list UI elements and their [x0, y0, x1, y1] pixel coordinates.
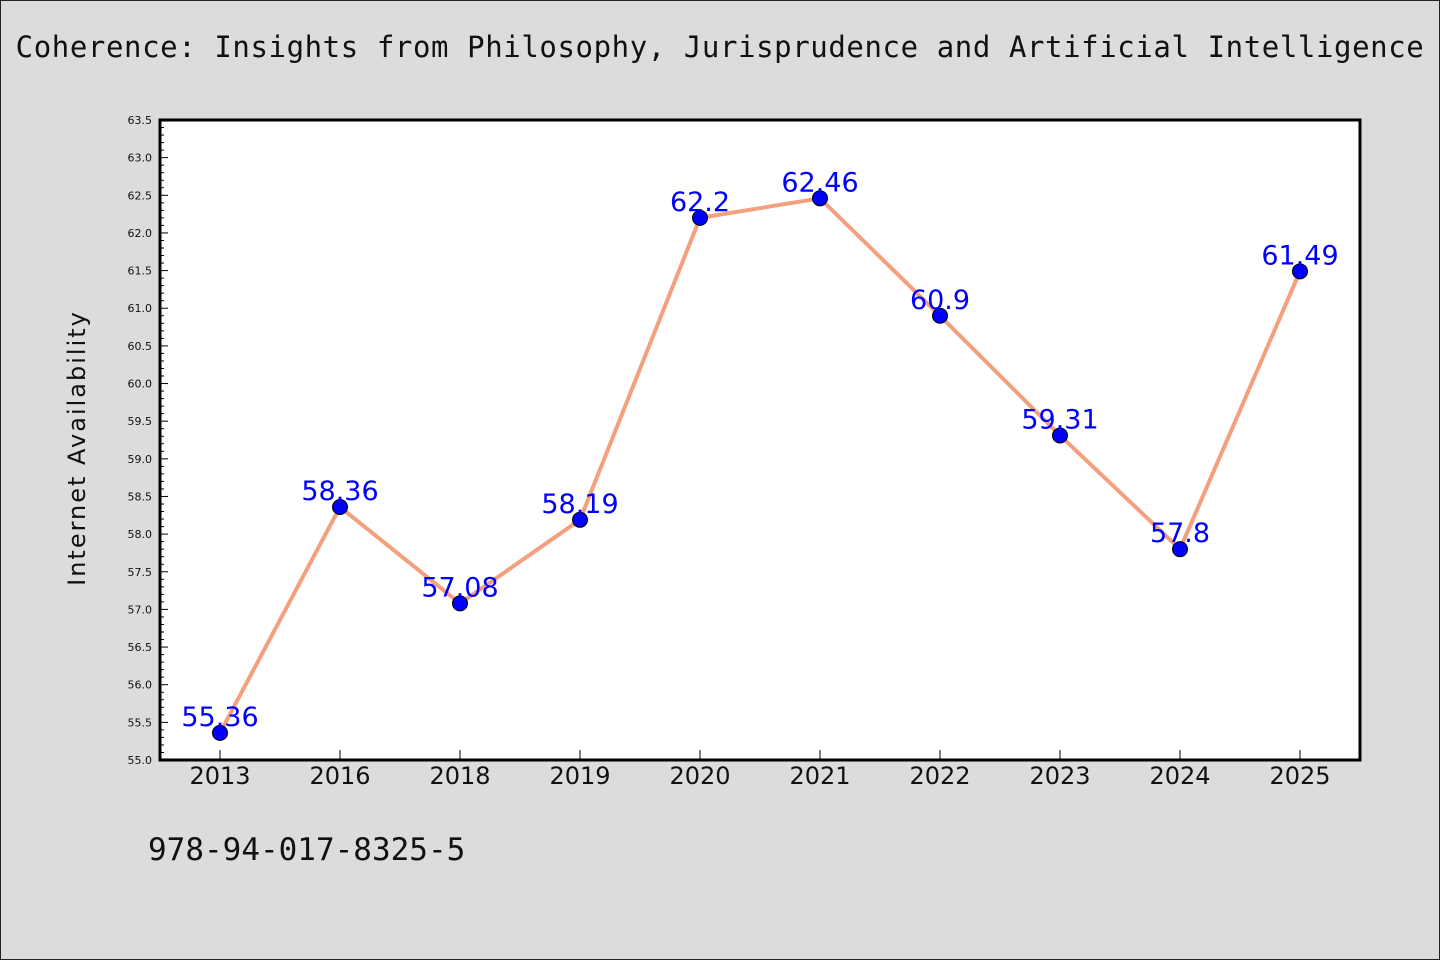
x-tick-label: 2020 — [669, 762, 730, 790]
y-axis-ticks: 55.0 55.5 56.0 56.5 57.0 57.5 58.0 58.5 59.0 59.5… — [128, 114, 168, 767]
data-label: 58.19 — [541, 489, 618, 520]
y-tick-label: 62.0 — [128, 227, 153, 240]
y-tick-label: 58.0 — [128, 528, 153, 541]
y-axis-label: Internet Availability — [63, 310, 91, 586]
data-point — [692, 209, 708, 226]
data-point — [452, 595, 468, 612]
x-tick-label: 2019 — [549, 762, 610, 790]
series-group: 55.36 58.36 57.08 58.19 62.2 62.46 60.9 59.31 57… — [181, 167, 1339, 741]
data-point — [1052, 427, 1068, 444]
y-tick-label: 61.5 — [128, 265, 153, 278]
y-tick-label: 59.5 — [128, 415, 153, 428]
data-point — [1292, 263, 1308, 280]
x-tick-label: 2025 — [1269, 762, 1330, 790]
x-tick-label: 2023 — [1029, 762, 1090, 790]
x-axis-ticks: 2013 2016 2018 2019 2020 2021 2022 2023 2024 2025 — [189, 750, 1331, 790]
plot-area — [158, 118, 1362, 762]
chart-title: Coherence: Insights from Philosophy, Jur… — [15, 30, 1425, 64]
x-tick-label: 2016 — [309, 762, 370, 790]
data-point — [332, 499, 348, 516]
data-point — [212, 724, 228, 741]
y-tick-label: 61.0 — [128, 302, 153, 315]
y-tick-label: 60.5 — [128, 340, 153, 353]
y-tick-label: 63.5 — [128, 114, 153, 127]
x-tick-label: 2021 — [789, 762, 850, 790]
y-tick-label: 62.5 — [128, 189, 153, 202]
x-tick-label: 2018 — [429, 762, 490, 790]
isbn-footer: 978-94-017-8325-5 — [148, 832, 466, 868]
data-label: 59.31 — [1021, 404, 1098, 435]
data-label: 60.9 — [910, 285, 970, 316]
y-tick-label: 56.0 — [128, 679, 153, 692]
data-label: 57.8 — [1150, 518, 1210, 549]
y-tick-label: 57.5 — [128, 566, 153, 579]
data-label: 62.46 — [781, 167, 858, 198]
data-label: 57.08 — [421, 572, 498, 603]
data-label: 58.36 — [301, 476, 378, 507]
series-line — [218, 196, 1302, 734]
data-label: 55.36 — [181, 702, 258, 733]
y-tick-label: 57.0 — [128, 603, 153, 616]
data-point — [932, 307, 948, 324]
x-tick-label: 2024 — [1149, 762, 1210, 790]
data-label: 61.49 — [1261, 240, 1338, 271]
y-tick-label: 55.0 — [128, 754, 153, 767]
data-point — [572, 511, 588, 528]
y-tick-label: 59.0 — [128, 453, 153, 466]
data-label: 62.2 — [670, 187, 730, 218]
data-point — [1172, 541, 1188, 558]
y-tick-label: 60.0 — [128, 378, 153, 391]
y-tick-label: 63.0 — [128, 152, 153, 165]
x-tick-label: 2013 — [189, 762, 250, 790]
y-tick-label: 55.5 — [128, 716, 153, 729]
y-tick-label: 58.5 — [128, 490, 153, 503]
y-tick-label: 56.5 — [128, 641, 153, 654]
x-tick-label: 2022 — [909, 762, 970, 790]
data-point — [812, 190, 828, 207]
